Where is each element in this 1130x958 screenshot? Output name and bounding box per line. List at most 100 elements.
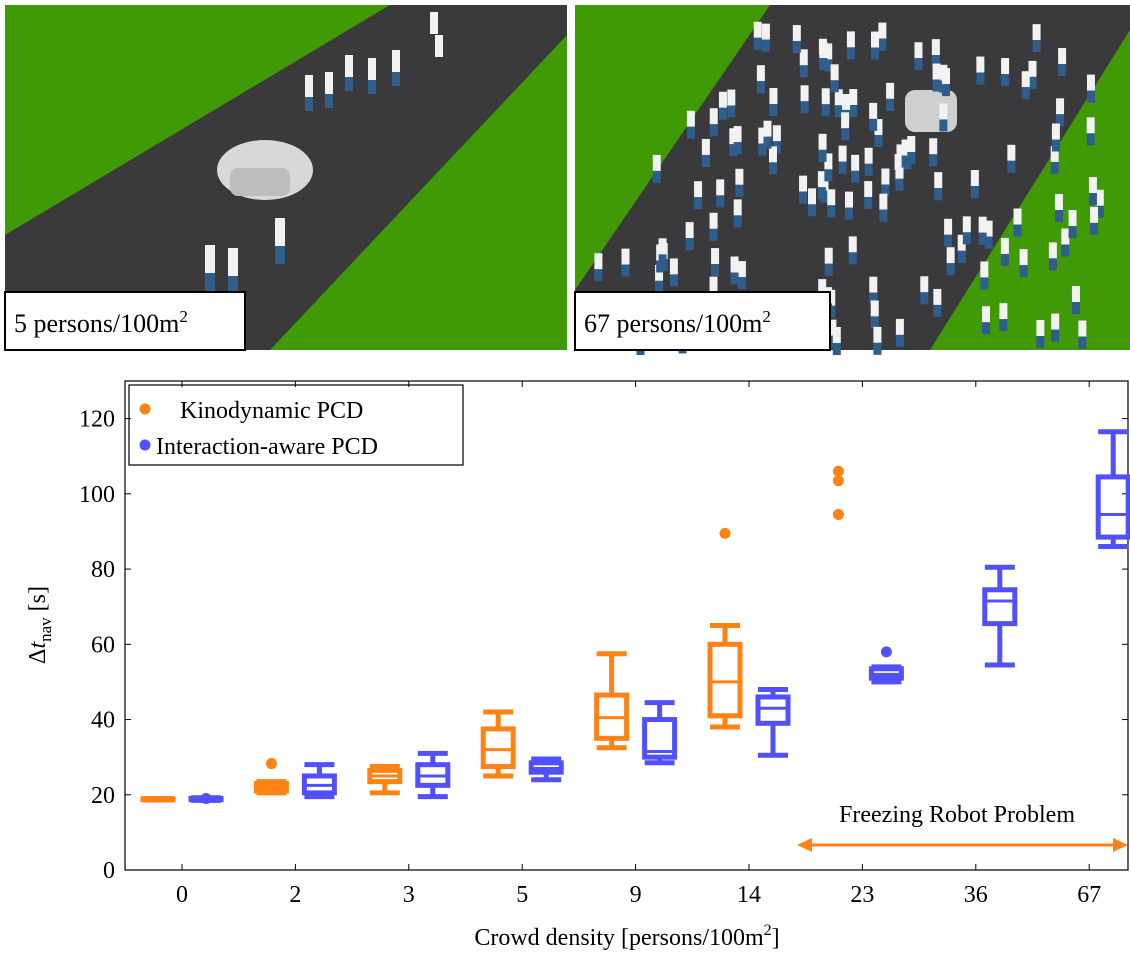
person [756,65,765,82]
person [799,49,808,66]
annotation: Freezing Robot Problem [839,802,1075,828]
y-label-sub: nav [36,617,55,642]
box [832,465,844,521]
box [140,796,176,803]
person [849,105,858,118]
person [895,334,904,347]
person [709,276,718,293]
person [894,153,903,170]
person [978,232,987,245]
person [1019,265,1028,278]
person [669,258,678,275]
person [957,234,966,251]
person [761,23,770,40]
person [753,37,762,50]
legend-marker [139,403,151,415]
person [1036,336,1045,349]
person [970,170,979,187]
person [828,335,837,348]
person [841,128,850,141]
person [1078,336,1087,349]
person [980,277,989,290]
person [799,175,808,192]
person [933,288,942,305]
box-body [707,641,743,719]
person [1061,228,1070,245]
person [1054,194,1063,211]
person [1048,242,1057,259]
person [929,154,938,167]
outlier [832,509,844,521]
box [415,750,451,800]
person [716,195,725,208]
person [694,197,703,210]
person [874,119,883,136]
caption-right: 67 persons/100m2 [574,291,831,351]
person [658,254,667,267]
person [1048,258,1057,271]
person [962,216,971,233]
person [878,38,887,51]
person [895,178,904,191]
person [709,124,718,137]
person [1051,313,1060,330]
person [848,252,857,265]
person [827,205,836,218]
person [907,136,916,153]
person [1028,76,1037,89]
person [864,163,873,176]
person [846,31,855,48]
person [838,145,847,162]
person [1051,139,1060,152]
person [733,126,742,143]
person [737,277,746,290]
person [730,272,739,285]
person [1054,210,1063,223]
person [694,181,703,198]
person [727,105,736,118]
person [830,64,839,81]
x-tick-label: 67 [1077,882,1101,908]
person [870,47,879,60]
person [832,343,841,356]
person [864,197,873,210]
person [818,279,827,296]
person [753,21,762,38]
person [808,204,817,217]
x-axis-label: Crowd density [persons/100m2] [474,922,779,951]
person [901,139,910,156]
person [832,327,841,344]
person [933,304,942,317]
person [1051,329,1060,342]
person [901,155,910,168]
person [819,58,828,71]
y-tick-label: 20 [91,783,115,809]
person [701,138,710,155]
y-tick-label: 80 [91,557,115,583]
person [709,212,718,229]
arrow-head [1113,838,1128,852]
box [594,651,630,751]
person [1001,74,1010,87]
person [907,152,916,165]
person [711,248,720,265]
person [824,59,833,72]
arrow-head [797,838,812,852]
person [594,253,603,270]
person [984,236,993,249]
legend: Kinodynamic PCD Interaction-aware PCD [128,384,464,466]
person [763,120,772,137]
y-tick-label: 0 [103,858,115,884]
person [824,247,833,264]
person [920,276,929,293]
person [821,104,830,117]
person [1021,71,1030,88]
person [733,215,742,228]
person [869,292,878,305]
box [188,793,224,805]
person [1036,320,1045,337]
x-label-sup: 2 [764,922,772,939]
person [1051,123,1060,140]
person [1056,114,1065,127]
box-body [755,694,791,726]
